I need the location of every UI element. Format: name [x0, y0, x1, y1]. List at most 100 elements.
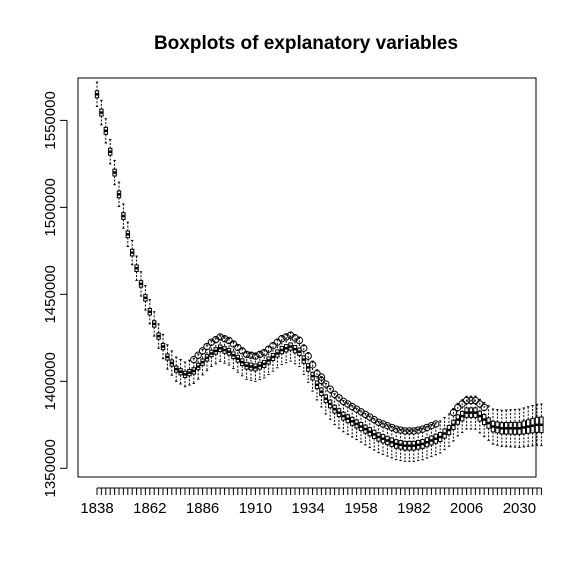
box-1854 — [130, 239, 135, 266]
box-1876 — [178, 358, 183, 385]
box-1866 — [156, 323, 161, 349]
box-1914 — [260, 348, 268, 379]
outlier-point — [194, 351, 202, 359]
box-1888 — [203, 342, 211, 372]
box-2000 — [449, 408, 458, 442]
box-1942 — [322, 380, 330, 415]
box-2008 — [467, 395, 475, 430]
box-2040 — [539, 403, 544, 447]
box-1956 — [352, 405, 361, 441]
box-1968 — [379, 420, 387, 455]
plot-frame — [77, 77, 537, 478]
box-1878 — [182, 361, 188, 388]
box-1932 — [300, 344, 308, 375]
outlier-point — [462, 396, 471, 405]
y-tick-label: 1400000 — [42, 352, 59, 410]
box-1924 — [282, 333, 290, 364]
box-2028 — [512, 408, 518, 448]
box-1944 — [326, 385, 334, 420]
outlier-point — [308, 361, 317, 369]
box-1908 — [247, 351, 255, 381]
box-1862 — [147, 299, 153, 325]
outlier-point — [251, 352, 260, 360]
box-2022 — [499, 409, 505, 447]
box-1882 — [190, 355, 198, 384]
box-1838 — [94, 81, 100, 107]
box-1978 — [401, 427, 409, 462]
box-1860 — [143, 285, 148, 311]
box-1842 — [103, 118, 108, 144]
box-1930 — [295, 336, 304, 367]
outlier-point — [282, 333, 290, 341]
box-1922 — [278, 335, 286, 365]
box-1872 — [169, 350, 175, 376]
box-1898 — [225, 336, 233, 366]
outlier-point — [405, 427, 414, 435]
box-1844 — [108, 139, 113, 165]
box-1874 — [174, 356, 179, 382]
outlier-point — [304, 352, 312, 360]
x-tick-label: 1982 — [397, 500, 430, 517]
x-tick-label: 1838 — [80, 500, 113, 517]
box-2032 — [521, 407, 526, 448]
chart-title: Boxplots of explanatory variables — [154, 33, 458, 54]
box-1948 — [335, 394, 343, 429]
outlier-point — [242, 350, 251, 359]
outlier-point — [300, 344, 308, 352]
box-1998 — [446, 413, 452, 447]
outlier-point — [322, 380, 330, 388]
y-axis: 1350000 1400000 1450000 1500000 1550000 — [42, 91, 68, 498]
box-1890 — [207, 338, 216, 367]
box-2038 — [534, 403, 540, 446]
x-tick-label: 2030 — [503, 500, 536, 517]
box-2030 — [517, 408, 522, 448]
y-tick-label: 1450000 — [42, 265, 59, 323]
x-axis: 1838 1862 1886 1910 1934 1958 1982 2006 2030 — [80, 487, 542, 517]
box-1912 — [256, 350, 264, 381]
box-1852 — [125, 221, 130, 248]
outlier-point — [480, 403, 488, 412]
outlier-point — [418, 425, 427, 433]
outlier-point — [388, 423, 396, 432]
outlier-point — [379, 420, 387, 428]
outlier-point — [317, 373, 326, 381]
box-1886 — [198, 347, 207, 376]
box-1960 — [361, 410, 370, 446]
outlier-point — [198, 347, 207, 355]
box-2014 — [480, 402, 488, 438]
box-1880 — [187, 359, 192, 386]
x-tick-label: 1886 — [186, 500, 219, 517]
box-1992 — [432, 420, 440, 456]
box-1984 — [414, 426, 422, 462]
box-1980 — [405, 427, 414, 462]
box-2016 — [486, 405, 491, 441]
box-1884 — [194, 351, 202, 380]
box-1906 — [242, 350, 251, 380]
box-1918 — [269, 341, 277, 372]
box-2034 — [526, 406, 531, 447]
outlier-point — [190, 355, 198, 364]
x-tick-label: 1958 — [344, 500, 377, 517]
outlier-point — [423, 423, 431, 432]
box-2036 — [530, 405, 535, 447]
outlier-point — [203, 342, 211, 351]
box-1848 — [116, 181, 122, 208]
outlier-point — [401, 427, 409, 435]
box-1938 — [313, 369, 321, 401]
box-1870 — [165, 344, 170, 370]
box-1868 — [160, 333, 166, 360]
y-tick-label: 1350000 — [42, 439, 59, 497]
outlier-point — [256, 350, 264, 359]
box-1856 — [134, 255, 139, 281]
box-1936 — [308, 360, 317, 392]
box-1926 — [286, 331, 295, 362]
outlier-point — [449, 408, 458, 417]
outlier-point — [410, 427, 418, 435]
outlier-point — [383, 421, 392, 430]
box-1850 — [121, 203, 126, 229]
box-2024 — [504, 409, 509, 448]
box-1846 — [112, 159, 117, 186]
outlier-point — [326, 385, 334, 393]
